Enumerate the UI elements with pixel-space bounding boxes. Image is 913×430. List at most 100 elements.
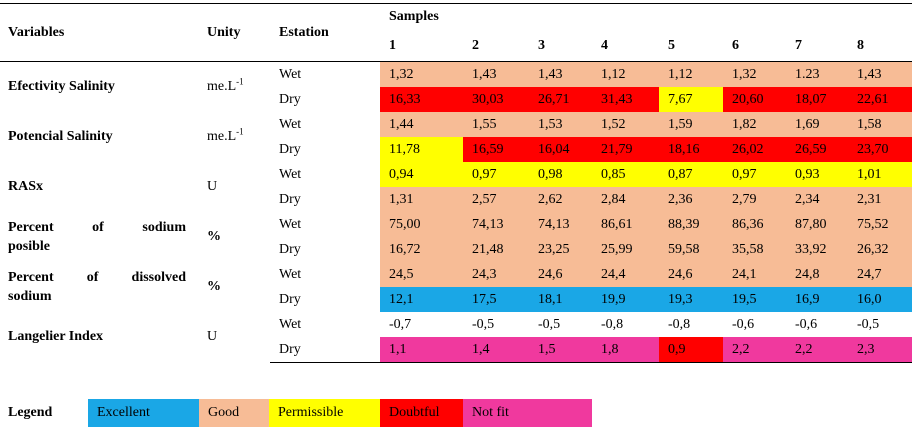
value-cell: 16,0 <box>848 287 913 312</box>
header-sample-4: 4 <box>601 37 608 53</box>
value-cell: 87,80 <box>786 212 848 237</box>
value-cell: 0,85 <box>592 162 659 187</box>
station-wet: Wet <box>279 116 302 132</box>
variable-potencial-salinity: Potencial Salinity <box>8 129 113 144</box>
value-cell: 1,5 <box>529 337 592 363</box>
value-cell: 26,02 <box>723 137 786 162</box>
value-cell: 26,71 <box>529 87 592 112</box>
value-cell: 16,33 <box>380 87 463 112</box>
value-cell: 1,82 <box>723 112 786 137</box>
value-cell: 24,4 <box>592 262 659 287</box>
header-estation: Estation <box>270 3 380 62</box>
station-dry: Dry <box>279 91 301 107</box>
legend-label: Legend <box>8 405 53 420</box>
table-row: Potencial Salinity me.L-1 Wet 1,44 1,55 … <box>0 112 913 144</box>
value-cell: -0,8 <box>601 316 624 332</box>
value-cell: 7,67 <box>659 87 723 112</box>
table-row: Percent of dissolved sodium % Wet 24,5 24… <box>0 262 913 304</box>
value-cell: 1,58 <box>848 112 913 137</box>
value-cell: 2,62 <box>529 187 592 212</box>
value-cell: 21,79 <box>592 137 659 162</box>
value-cell: -0,6 <box>732 316 755 332</box>
value-cell: 1,44 <box>380 112 463 137</box>
value-cell: 0,98 <box>529 162 592 187</box>
value-cell: 1,59 <box>659 112 723 137</box>
value-cell: 1,69 <box>786 112 848 137</box>
value-cell: 1,53 <box>529 112 592 137</box>
value-cell: 20,60 <box>723 87 786 112</box>
variable-percent-of-sodium-posible: Percent of sodium posible <box>8 220 186 254</box>
legend-permissible: Permissible <box>269 399 380 427</box>
value-cell: 2,3 <box>848 337 913 363</box>
value-cell: -0,5 <box>472 316 495 332</box>
header-sample-8: 8 <box>857 37 864 53</box>
value-cell: 86,61 <box>592 212 659 237</box>
value-cell: 2,79 <box>723 187 786 212</box>
value-cell: -0,8 <box>668 316 691 332</box>
legend-good: Good <box>199 399 269 427</box>
value-cell: 31,43 <box>592 87 659 112</box>
unit-potencial-salinity: me.L-1 <box>207 126 244 144</box>
value-cell: 19,5 <box>723 287 786 312</box>
value-cell: 22,61 <box>848 87 913 112</box>
value-cell: 75,00 <box>380 212 463 237</box>
value-cell: 24,6 <box>529 262 592 287</box>
value-cell: 26,32 <box>848 237 913 262</box>
unit-percent-of-dissolved-sodium: % <box>207 279 221 294</box>
legend-doubtful: Doubtful <box>380 399 463 427</box>
variable-langelier-index: Langelier Index <box>8 329 104 345</box>
variable-efectivity-salinity: Efectivity Salinity <box>0 61 198 112</box>
header-sample-1: 1 <box>389 37 396 53</box>
value-cell: 1,43 <box>848 61 913 87</box>
value-cell: 2,36 <box>659 187 723 212</box>
value-cell: 12,1 <box>380 287 463 312</box>
header-sample-6: 6 <box>732 37 739 53</box>
station-wet: Wet <box>279 216 302 232</box>
value-cell: 23,25 <box>529 237 592 262</box>
unit-percent-of-sodium-posible: % <box>207 229 221 244</box>
value-cell: 1,43 <box>529 61 592 87</box>
value-cell: 1,32 <box>723 61 786 87</box>
value-cell: 74,13 <box>463 212 529 237</box>
station-dry: Dry <box>279 291 301 307</box>
station-dry: Dry <box>279 241 301 257</box>
value-cell: 19,3 <box>659 287 723 312</box>
value-cell: 2,2 <box>786 337 848 363</box>
value-cell: 0,9 <box>659 337 723 363</box>
water-quality-table: Variables Unity Estation Samples 1 2 3 4… <box>0 3 913 363</box>
station-dry: Dry <box>279 191 301 207</box>
value-cell: 1,1 <box>380 337 463 363</box>
value-cell: 1,12 <box>592 61 659 87</box>
value-cell: 18,1 <box>529 287 592 312</box>
value-cell: 23,70 <box>848 137 913 162</box>
value-cell: 26,59 <box>786 137 848 162</box>
value-cell: 18,16 <box>659 137 723 162</box>
value-cell: 74,13 <box>529 212 592 237</box>
unit-langelier-index: U <box>207 329 218 345</box>
value-cell: 1,01 <box>848 162 913 187</box>
value-cell: 86,36 <box>723 212 786 237</box>
value-cell: -0,6 <box>795 316 818 332</box>
table-row: Dry 12,1 17,5 18,1 19,9 19,3 19,5 16,9 1… <box>0 287 913 312</box>
value-cell: 1,12 <box>659 61 723 87</box>
legend: Legend Excellent Good Permissible Doubtf… <box>0 399 592 427</box>
value-cell: 19,9 <box>592 287 659 312</box>
value-cell: 2,34 <box>786 187 848 212</box>
value-cell: -0,5 <box>857 316 880 332</box>
table-row: RASx U Wet 0,94 0,97 0,98 0,85 0,87 0,97… <box>0 162 913 194</box>
header-sample-3: 3 <box>538 37 545 53</box>
station-wet: Wet <box>279 266 302 282</box>
value-cell: 24,6 <box>659 262 723 287</box>
value-cell: 24,1 <box>723 262 786 287</box>
value-cell: 11,78 <box>380 137 463 162</box>
value-cell: 16,72 <box>380 237 463 262</box>
value-cell: 2,57 <box>463 187 529 212</box>
value-cell: 1,31 <box>380 187 463 212</box>
value-cell: 25,99 <box>592 237 659 262</box>
value-cell: 75,52 <box>848 212 913 237</box>
station-wet: Wet <box>279 316 302 332</box>
value-cell: 2,84 <box>592 187 659 212</box>
header-variables: Variables <box>0 3 198 62</box>
value-cell: 1,52 <box>592 112 659 137</box>
